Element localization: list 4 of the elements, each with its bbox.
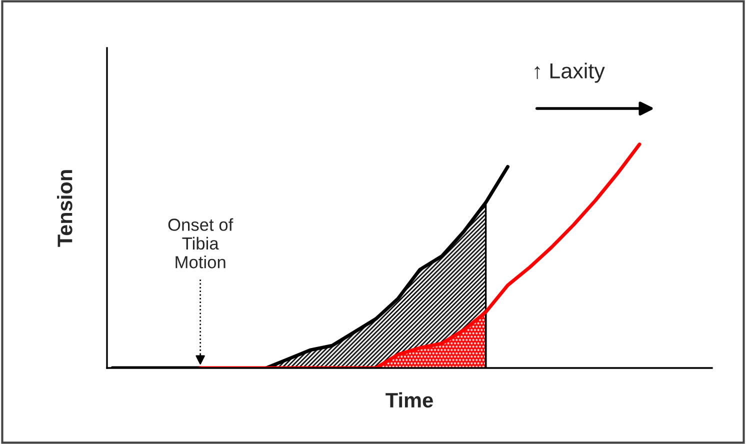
text: ↑ Laxity <box>534 62 605 83</box>
y-axis-title: Tension <box>57 170 72 247</box>
annotation: Onset of Tibia Motion <box>168 218 234 268</box>
x-axis-title: Time <box>386 392 433 408</box>
